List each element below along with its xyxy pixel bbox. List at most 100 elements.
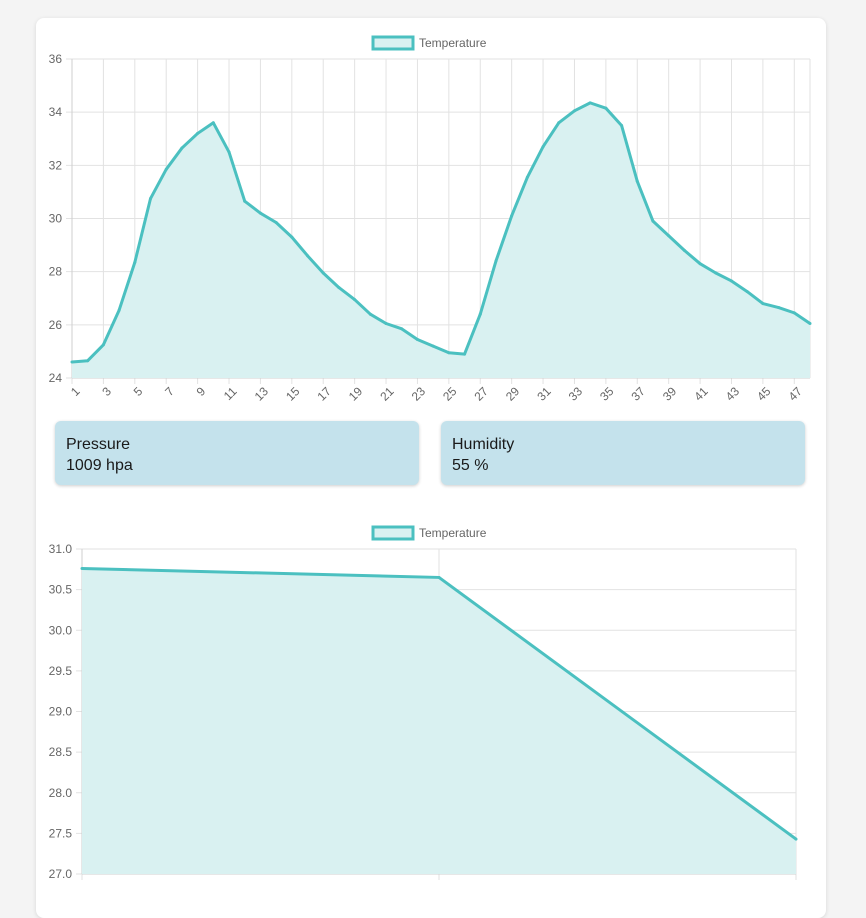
legend-swatch	[371, 525, 415, 541]
data-point[interactable]	[745, 290, 749, 294]
data-point[interactable]	[101, 343, 105, 347]
x-tick-label: 1	[68, 384, 83, 399]
data-point[interactable]	[211, 121, 215, 125]
temperature-chart-3pt-svg: 27.0 27.5 28.0 28.5 29.0 29.5 30.0 30.5 31.0 Tem…	[49, 525, 798, 881]
x-tick-label: 25	[440, 384, 460, 404]
data-point[interactable]	[384, 322, 388, 326]
x-tick-label: 21	[377, 384, 397, 404]
pressure-value: 1009 hpa	[66, 457, 133, 474]
data-point[interactable]	[243, 199, 247, 203]
chart-legend[interactable]: Temperature	[371, 525, 487, 541]
data-point[interactable]	[698, 262, 702, 266]
data-point[interactable]	[337, 286, 341, 290]
data-point[interactable]	[86, 359, 90, 363]
x-tick-label: 29	[503, 384, 523, 404]
x-tick-label: 47	[786, 384, 806, 404]
legend-swatch	[371, 35, 415, 51]
y-tick-label: 28	[49, 265, 63, 279]
x-tick-label: 23	[409, 384, 429, 404]
x-tick-label: 13	[252, 384, 272, 404]
temperature-chart-3pt: 27.0 27.5 28.0 28.5 29.0 29.5 30.0 30.5 31.0 Tem…	[36, 508, 826, 888]
data-point[interactable]	[620, 123, 624, 127]
data-point[interactable]	[306, 254, 310, 258]
y-tick-label: 36	[49, 52, 63, 66]
y-tick-label: 30.0	[49, 623, 73, 637]
humidity-value: 55 %	[452, 457, 489, 474]
x-tick-label: 37	[629, 384, 649, 404]
y-tick-label: 31.0	[49, 542, 73, 556]
chart-legend[interactable]: Temperature	[371, 35, 487, 51]
temperature-area-fill	[72, 102, 810, 379]
x-tick-label: 3	[99, 384, 114, 399]
data-point[interactable]	[321, 271, 325, 275]
data-point[interactable]	[572, 109, 576, 113]
data-point[interactable]	[761, 302, 765, 306]
data-point[interactable]	[431, 344, 435, 348]
data-point[interactable]	[510, 214, 514, 218]
x-tick-label: 35	[597, 384, 617, 404]
data-point[interactable]	[792, 311, 796, 315]
data-point[interactable]	[651, 219, 655, 223]
data-point[interactable]	[290, 235, 294, 239]
data-point[interactable]	[196, 131, 200, 135]
data-point[interactable]	[525, 175, 529, 179]
data-point[interactable]	[729, 279, 733, 283]
data-point[interactable]	[70, 360, 74, 364]
data-point[interactable]	[227, 150, 231, 154]
x-tick-label: 11	[221, 384, 240, 403]
data-point[interactable]	[164, 167, 168, 171]
y-tick-label: 27.5	[49, 826, 73, 840]
y-tick-label: 28.5	[49, 745, 73, 759]
data-point[interactable]	[478, 312, 482, 316]
x-tick-label: 7	[162, 384, 177, 399]
data-point[interactable]	[400, 327, 404, 331]
y-tick-label: 30	[49, 212, 63, 226]
data-point[interactable]	[808, 322, 812, 326]
y-tick-label: 27.0	[49, 867, 73, 881]
x-tick-label: 17	[314, 384, 334, 404]
data-point[interactable]	[667, 234, 671, 238]
data-point[interactable]	[557, 121, 561, 125]
y-tick-label: 34	[49, 105, 63, 119]
data-point[interactable]	[437, 575, 441, 579]
x-tick-label: 33	[566, 384, 586, 404]
data-point[interactable]	[133, 260, 137, 264]
data-point[interactable]	[494, 259, 498, 263]
data-point[interactable]	[149, 197, 153, 201]
data-point[interactable]	[463, 352, 467, 356]
y-tick-label: 24	[49, 371, 63, 385]
x-tick-label: 41	[691, 384, 711, 404]
data-point[interactable]	[794, 837, 798, 841]
data-point[interactable]	[447, 351, 451, 355]
x-tick-label: 19	[346, 384, 366, 404]
humidity-box: Humidity 55 %	[441, 421, 805, 485]
data-point[interactable]	[777, 306, 781, 310]
data-point[interactable]	[180, 146, 184, 150]
data-point[interactable]	[415, 337, 419, 341]
data-point[interactable]	[274, 220, 278, 224]
temperature-chart-24h: 24 26 28 30 32 34 36 1 3 5 7 9 11 13 15 17 19 21 23 25 27 29 3…	[36, 18, 826, 418]
area-layer	[80, 567, 798, 874]
legend-label: Temperature	[419, 36, 487, 50]
data-point[interactable]	[541, 145, 545, 149]
data-point[interactable]	[368, 312, 372, 316]
x-tick-label: 43	[723, 384, 743, 404]
data-point[interactable]	[258, 211, 262, 215]
data-point[interactable]	[604, 106, 608, 110]
data-point[interactable]	[588, 101, 592, 105]
legend-label: Temperature	[419, 526, 487, 540]
data-point[interactable]	[80, 567, 84, 570]
y-tick-label: 28.0	[49, 786, 73, 800]
tick-labels: 27.0 27.5 28.0 28.5 29.0 29.5 30.0 30.5 31.0	[49, 542, 73, 881]
data-point[interactable]	[714, 271, 718, 275]
data-point[interactable]	[117, 308, 121, 312]
data-point[interactable]	[635, 179, 639, 183]
x-tick-label: 27	[472, 384, 492, 404]
data-point[interactable]	[353, 298, 357, 302]
x-tick-label: 5	[131, 384, 146, 399]
x-tick-label: 9	[194, 384, 209, 399]
humidity-label: Humidity	[452, 436, 515, 453]
y-tick-label: 26	[49, 318, 63, 332]
data-point[interactable]	[682, 248, 686, 252]
